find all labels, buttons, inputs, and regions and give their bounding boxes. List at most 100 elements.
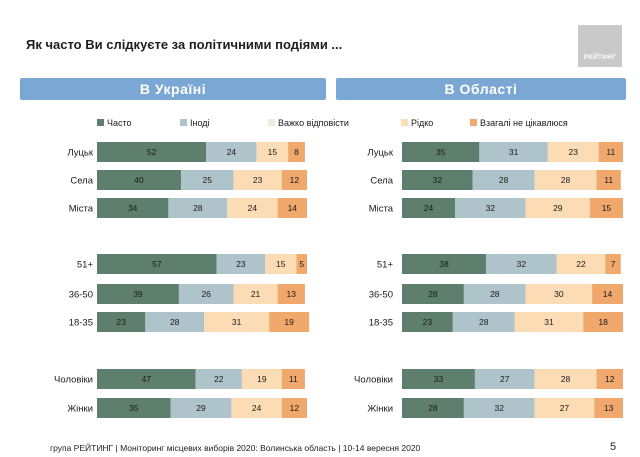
- bar-segment-oblast: [547, 142, 599, 162]
- data-label-oblast: 35: [436, 147, 446, 157]
- data-label-oblast: 32: [486, 203, 496, 213]
- data-label-ukraine: 19: [257, 374, 267, 384]
- category-label-ukraine: Луцьк: [67, 148, 93, 159]
- bar-segment-ukraine: [97, 312, 146, 332]
- data-label-ukraine: 40: [134, 175, 144, 185]
- data-label-oblast: 27: [560, 403, 570, 413]
- legend-swatch-series-0: [97, 119, 104, 126]
- data-label-oblast: 23: [423, 317, 433, 327]
- data-label-ukraine: 8: [294, 147, 299, 157]
- data-label-ukraine: 34: [128, 203, 138, 213]
- bar-segment-ukraine: [241, 369, 282, 389]
- page-number: 5: [610, 441, 617, 453]
- panel-title-oblast: В Області: [336, 78, 626, 100]
- bar-segment-oblast: [402, 312, 453, 332]
- bar-segment-oblast: [402, 398, 464, 418]
- data-label-ukraine: 15: [268, 147, 278, 157]
- legend-swatch-series-2: [268, 119, 275, 126]
- data-label-oblast: 28: [561, 374, 571, 384]
- data-label-ukraine: 5: [299, 259, 304, 269]
- data-label-oblast: 23: [569, 147, 579, 157]
- category-label-ukraine: Міста: [69, 204, 94, 215]
- brand-logo: РЕЙТИНГ: [578, 25, 622, 67]
- bar-segment-ukraine: [216, 254, 265, 274]
- bar-segment-oblast: [472, 170, 535, 190]
- data-label-oblast: 28: [561, 175, 571, 185]
- bar-segment-oblast: [594, 398, 623, 418]
- category-label-oblast: Луцьк: [367, 148, 393, 159]
- bar-segment-oblast: [463, 284, 526, 304]
- bar-segment-ukraine: [288, 142, 305, 162]
- category-label-ukraine: Чоловіки: [54, 375, 93, 386]
- data-label-ukraine: 23: [116, 317, 126, 327]
- bar-segment-ukraine: [97, 284, 179, 304]
- category-label-oblast: Чоловіки: [354, 375, 393, 386]
- bar-segment-oblast: [474, 369, 535, 389]
- bar-segment-ukraine: [265, 254, 297, 274]
- bar-segment-oblast: [596, 170, 621, 190]
- bar-segment-oblast: [402, 284, 464, 304]
- bar-segment-oblast: [534, 369, 597, 389]
- bar-segment-ukraine: [181, 170, 234, 190]
- bar-segment-oblast: [525, 198, 590, 218]
- data-label-ukraine: 29: [196, 403, 206, 413]
- category-label-ukraine: 36-50: [69, 290, 93, 301]
- data-label-oblast: 32: [517, 259, 527, 269]
- data-label-ukraine: 14: [288, 203, 298, 213]
- bar-segment-ukraine: [195, 369, 242, 389]
- data-label-oblast: 14: [603, 289, 613, 299]
- panel-title-ukraine: В Україні: [20, 78, 326, 100]
- bar-segment-oblast: [534, 398, 595, 418]
- data-label-ukraine: 19: [284, 317, 294, 327]
- category-label-oblast: Міста: [369, 204, 394, 215]
- data-label-oblast: 11: [604, 175, 613, 185]
- category-label-ukraine: 18-35: [69, 318, 93, 329]
- bar-segment-ukraine: [97, 170, 181, 190]
- data-label-ukraine: 15: [276, 259, 286, 269]
- legend-swatch-series-1: [180, 119, 187, 126]
- data-label-ukraine: 11: [289, 374, 298, 384]
- bar-segment-ukraine: [97, 198, 169, 218]
- bar-segment-ukraine: [168, 198, 228, 218]
- bar-segment-ukraine: [97, 254, 217, 274]
- data-label-oblast: 32: [495, 403, 505, 413]
- bar-segment-ukraine: [145, 312, 205, 332]
- data-label-ukraine: 24: [252, 403, 262, 413]
- category-label-ukraine: 51+: [77, 260, 94, 271]
- data-label-oblast: 31: [509, 147, 519, 157]
- data-label-ukraine: 12: [290, 175, 300, 185]
- bar-segment-oblast: [592, 284, 623, 304]
- bar-segment-ukraine: [227, 198, 278, 218]
- data-label-ukraine: 25: [203, 175, 213, 185]
- data-label-ukraine: 52: [147, 147, 157, 157]
- bar-segment-ukraine: [277, 198, 307, 218]
- bar-segment-oblast: [534, 170, 597, 190]
- category-label-oblast: 18-35: [369, 318, 393, 329]
- bar-segment-oblast: [479, 142, 548, 162]
- data-label-ukraine: 39: [133, 289, 143, 299]
- bar-segment-ukraine: [233, 284, 278, 304]
- bar-segment-oblast: [605, 254, 621, 274]
- data-label-oblast: 7: [611, 259, 616, 269]
- data-label-ukraine: 12: [290, 403, 300, 413]
- bar-segment-oblast: [452, 312, 515, 332]
- bar-segment-ukraine: [170, 398, 232, 418]
- data-label-oblast: 28: [428, 403, 438, 413]
- data-label-oblast: 15: [602, 203, 612, 213]
- data-label-oblast: 30: [554, 289, 564, 299]
- data-label-ukraine: 13: [287, 289, 297, 299]
- data-label-ukraine: 28: [170, 317, 180, 327]
- bar-segment-ukraine: [256, 142, 289, 162]
- data-label-oblast: 12: [605, 374, 615, 384]
- data-label-ukraine: 57: [152, 259, 162, 269]
- bar-segment-oblast: [583, 312, 623, 332]
- category-label-oblast: 51+: [377, 260, 394, 271]
- legend-label-series-1: Іноді: [190, 118, 210, 128]
- bar-segment-oblast: [556, 254, 606, 274]
- legend-label-series-0: Часто: [107, 118, 132, 128]
- bar-segment-oblast: [402, 142, 480, 162]
- data-label-oblast: 28: [428, 289, 438, 299]
- footer-text: група РЕЙТИНГ | Моніторинг місцевих вибо…: [50, 443, 421, 453]
- bar-segment-ukraine: [231, 398, 282, 418]
- bar-segment-oblast: [525, 284, 593, 304]
